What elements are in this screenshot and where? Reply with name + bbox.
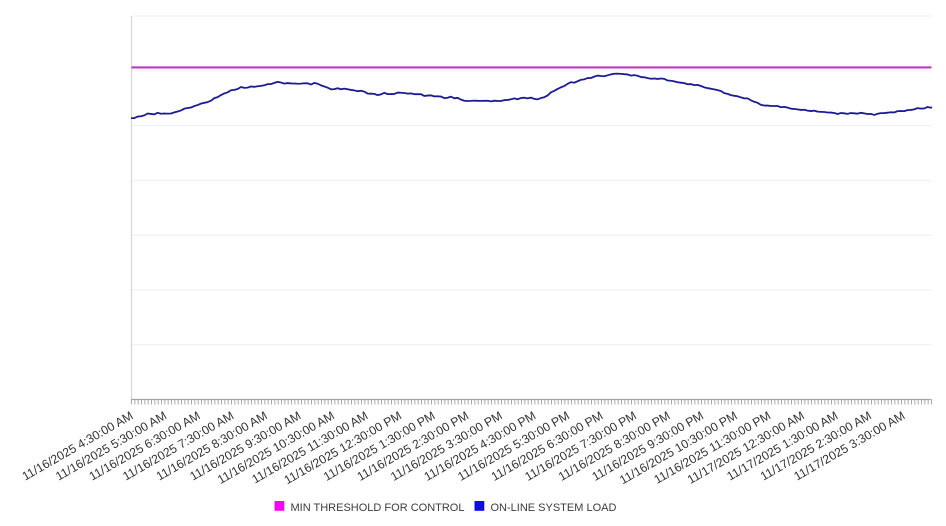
svg-text:MIN THRESHOLD FOR CONTROL: MIN THRESHOLD FOR CONTROL [291,502,465,514]
svg-text:ON-LINE SYSTEM LOAD: ON-LINE SYSTEM LOAD [491,502,617,514]
